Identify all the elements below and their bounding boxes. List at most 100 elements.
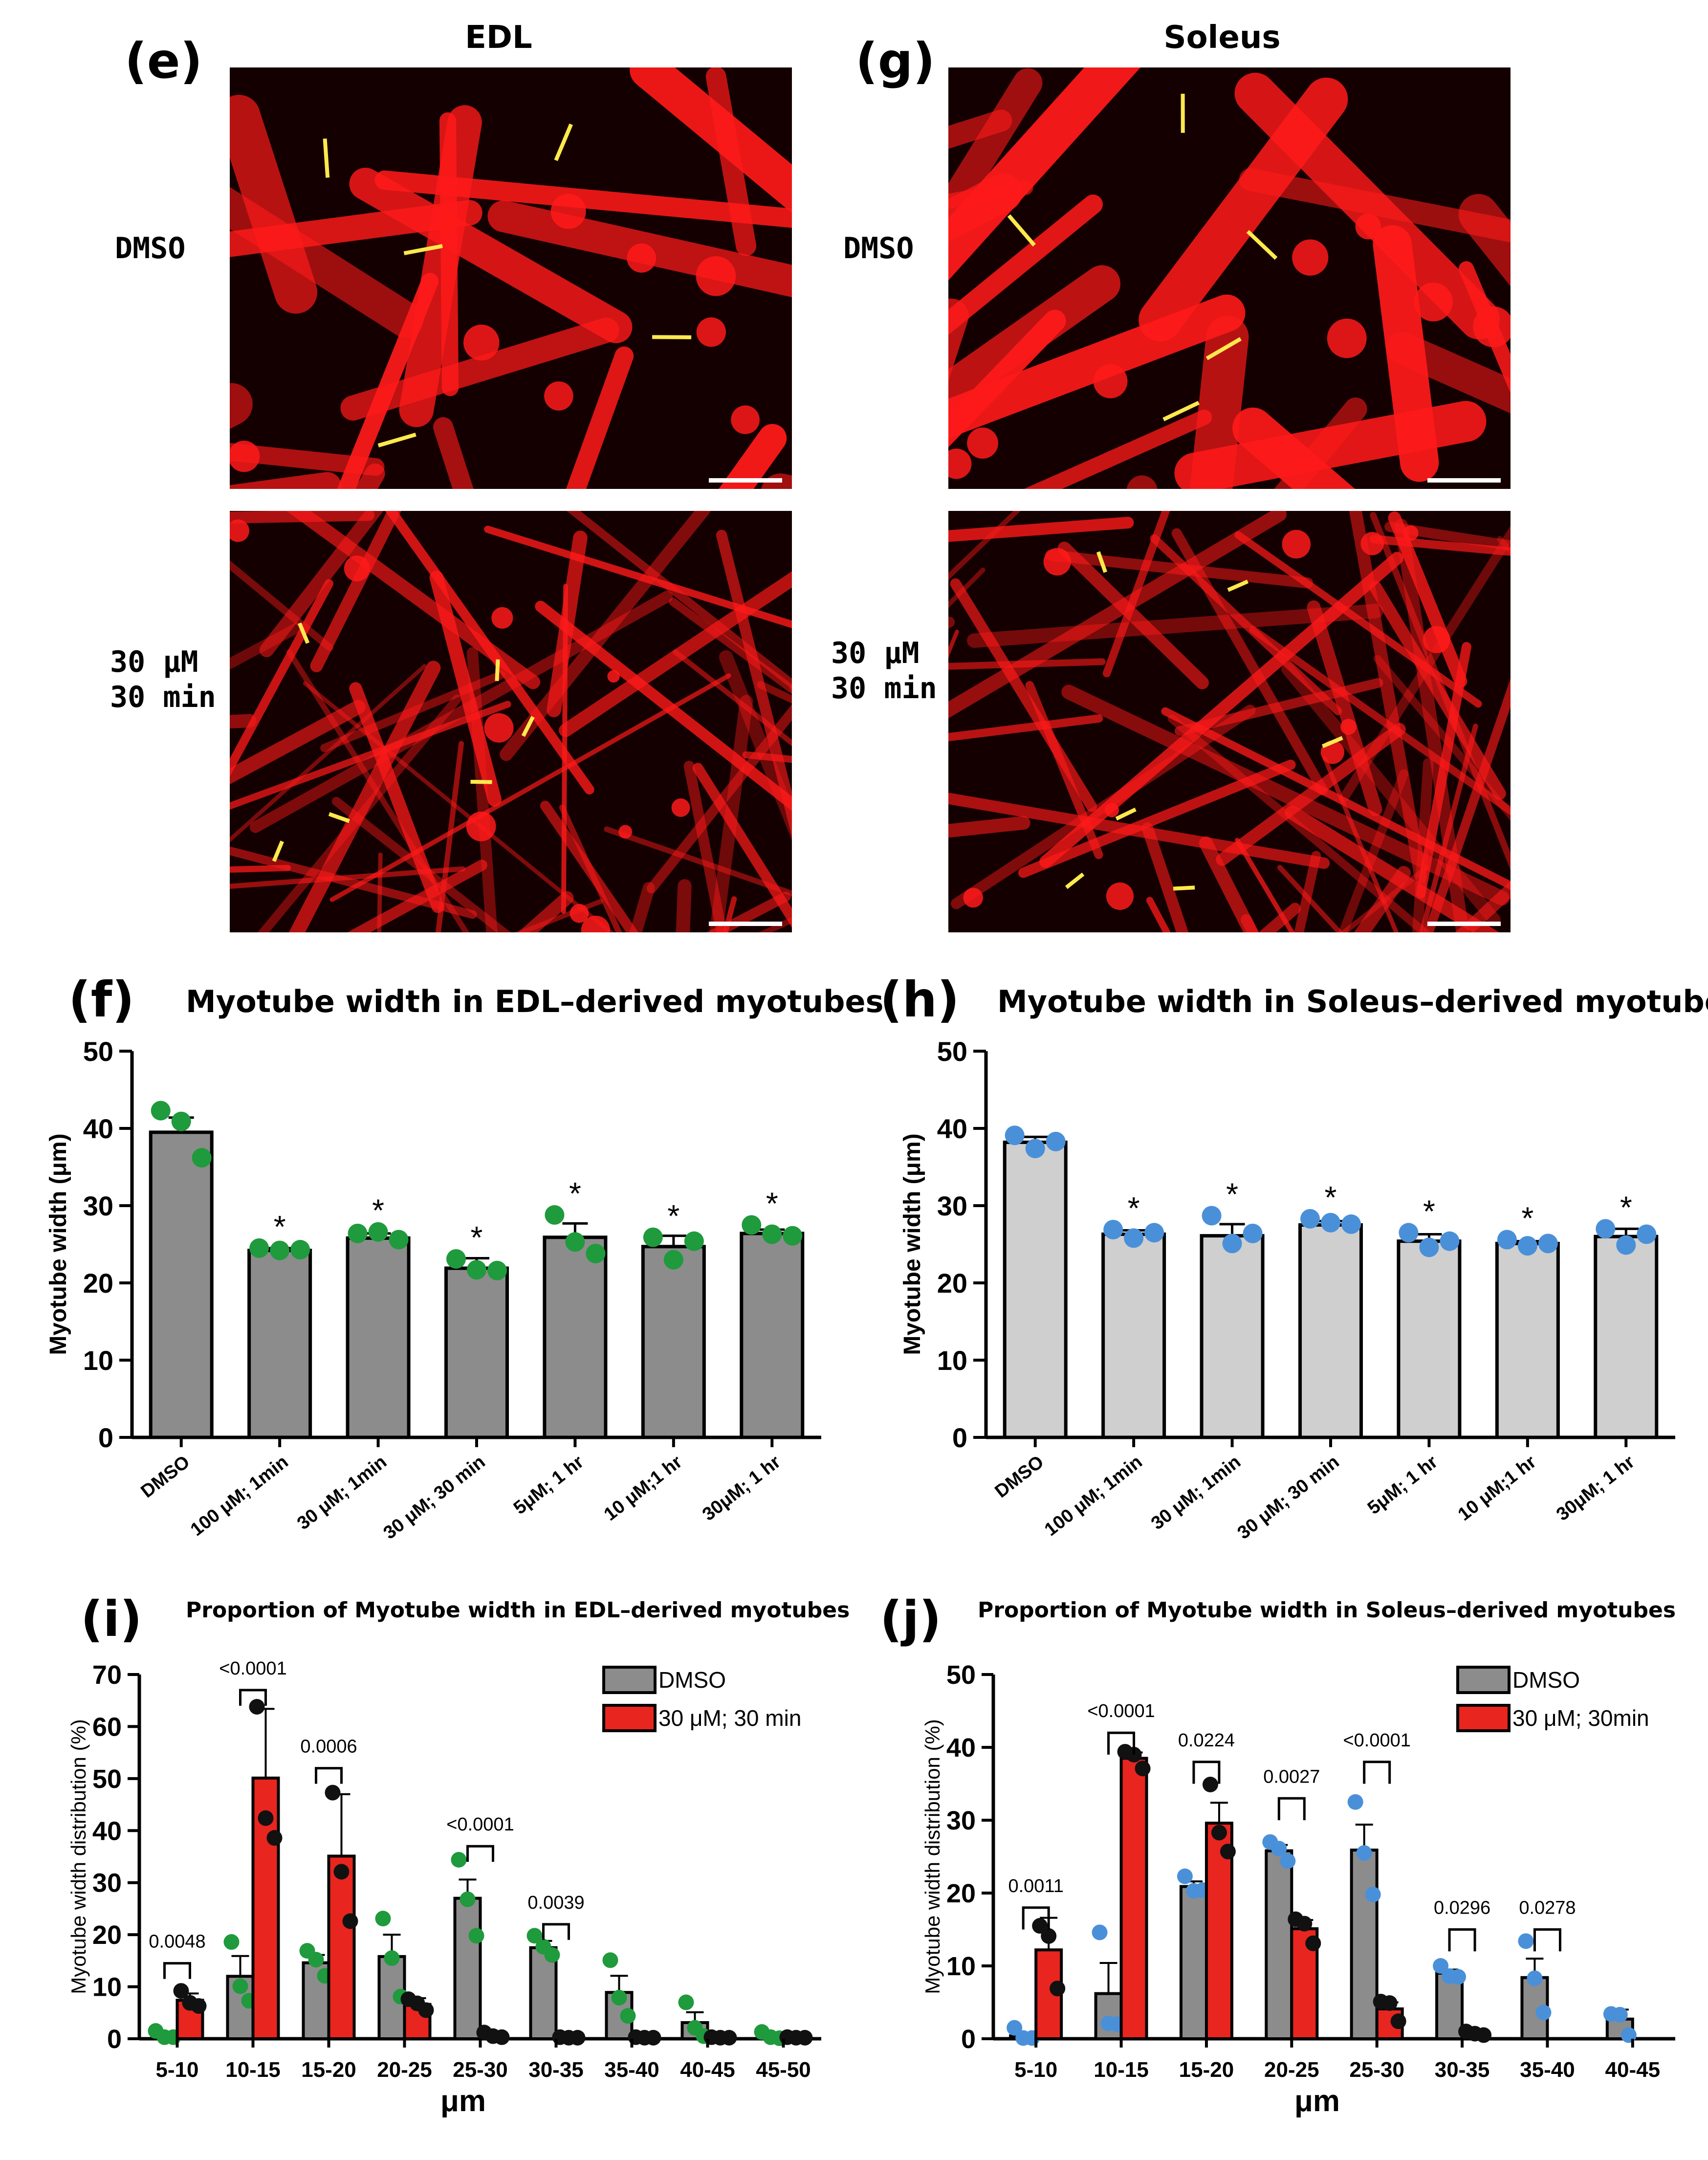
legend-swatch (1456, 1666, 1511, 1694)
x-tick-label: 5-10 (1014, 2058, 1057, 2082)
comparison-bracket (239, 1689, 267, 1706)
column-title-soleus: Soleus (1163, 20, 1281, 56)
myotube-fiber (329, 673, 731, 902)
y-tick-label: 70 (92, 1660, 122, 1690)
x-tick-label: 10 μM;1 hr (600, 1452, 686, 1525)
myotube-fiber (630, 67, 792, 213)
myotube-fiber (948, 194, 1103, 335)
myotube-fiber (719, 424, 787, 489)
cell-cluster (1360, 532, 1384, 555)
myotube-fiber (646, 704, 792, 894)
cell-cluster (230, 441, 260, 472)
myotube-fiber (1025, 681, 1103, 860)
data-point (1390, 2013, 1406, 2029)
width-measurement-marker (495, 659, 500, 682)
width-measurement-marker (1065, 872, 1085, 889)
cell-cluster (344, 555, 370, 582)
data-point (762, 1224, 782, 1244)
cell-cluster (463, 324, 500, 361)
y-tick-label: 30 (92, 1869, 122, 1898)
p-value-label: 0.0224 (1178, 1730, 1235, 1751)
data-point (1046, 1131, 1066, 1151)
myotube-fiber (1455, 881, 1511, 932)
data-point (797, 2029, 813, 2046)
data-point (1620, 2027, 1637, 2043)
data-point (270, 1240, 290, 1260)
x-tick-label: 30 μM; 1min (1147, 1452, 1245, 1534)
significance-marker: * (1325, 1180, 1337, 1215)
y-tick-label: 0 (952, 1422, 967, 1453)
width-measurement-marker (1115, 807, 1137, 821)
data-point (290, 1240, 310, 1260)
myotube-fiber (1277, 865, 1343, 932)
myotube-fiber (259, 511, 384, 658)
bar (453, 1896, 482, 2041)
x-tick-label: 30-35 (1435, 2058, 1490, 2082)
x-tick-label: 15-20 (1179, 2058, 1234, 2082)
data-point (1450, 1969, 1467, 1985)
data-point (1399, 1223, 1419, 1243)
micrograph-soleus-treated (948, 511, 1511, 932)
y-axis-label: Myotube width (μm) (899, 1133, 925, 1355)
myotube-fiber (950, 578, 1097, 812)
bar (529, 1946, 558, 2040)
width-measurement-marker (403, 244, 443, 256)
x-tick-label: 5μM; 1 hr (1364, 1452, 1442, 1519)
data-point (1007, 2020, 1023, 2036)
y-tick-label: 10 (92, 1973, 122, 2002)
myotube-fiber (1384, 521, 1511, 551)
myotube-fiber (500, 511, 711, 761)
x-tick-label: DMSO (137, 1452, 194, 1502)
p-value-label: 0.0039 (527, 1893, 584, 1913)
micrograph-edl-treated (230, 511, 792, 932)
chart-i: 0 10 20 30 40 50 60 70 Myotube width distributio… (67, 1658, 821, 2118)
data-point (663, 1250, 683, 1270)
x-axis-label: μm (1294, 2084, 1340, 2118)
bar (327, 1854, 356, 2040)
data-point (1025, 1139, 1045, 1159)
y-tick-label: 50 (946, 1660, 976, 1690)
myotube-fiber (340, 317, 619, 421)
myotube-fiber (310, 511, 401, 672)
data-point (232, 1978, 248, 1994)
myotube-fiber (948, 816, 1030, 838)
comparison-bracket (1192, 1761, 1221, 1784)
myotube-fiber (535, 600, 792, 811)
legend-label: DMSO (1512, 1667, 1580, 1693)
bar (1200, 1234, 1265, 1439)
myotube-fiber (1234, 531, 1482, 708)
myotube-fiber (349, 167, 633, 343)
data-point (1518, 1933, 1534, 1949)
cell-cluster (671, 798, 690, 817)
cell-cluster (1473, 306, 1511, 348)
data-point (1527, 1970, 1543, 1986)
data-point (565, 1232, 585, 1252)
cell-cluster (967, 427, 998, 459)
data-point (249, 1238, 269, 1258)
data-point (249, 1698, 265, 1715)
cell-cluster (1403, 525, 1419, 541)
myotube-fiber (1171, 528, 1328, 795)
p-value-label: <0.0001 (1343, 1730, 1410, 1751)
myotube-fiber (559, 804, 622, 932)
micrograph-soleus-dmso-layer (948, 67, 1511, 489)
legend-label: 30 μM; 30 min (658, 1705, 801, 1731)
y-tick-label: 10 (946, 1952, 976, 1981)
data-point (1144, 1223, 1164, 1243)
myotube-fiber (230, 579, 333, 777)
legend-swatch (602, 1666, 657, 1694)
myotube-fiber (1274, 397, 1367, 489)
row-label-treat-soleus-1: 30 μM (831, 636, 920, 670)
bar (1003, 1140, 1068, 1439)
comparison-bracket (1448, 1928, 1476, 1952)
data-point (1202, 1206, 1222, 1226)
x-tick-label: 20-25 (1264, 2058, 1319, 2082)
width-measurement-marker (1205, 337, 1242, 360)
myotube-fiber (484, 526, 792, 628)
myotube-fiber (230, 864, 291, 873)
data-point (266, 1830, 283, 1846)
myotube-fiber (230, 701, 511, 810)
y-tick-label: 0 (107, 2025, 122, 2054)
data-point (258, 1810, 274, 1826)
y-tick-label: 40 (92, 1816, 122, 1846)
